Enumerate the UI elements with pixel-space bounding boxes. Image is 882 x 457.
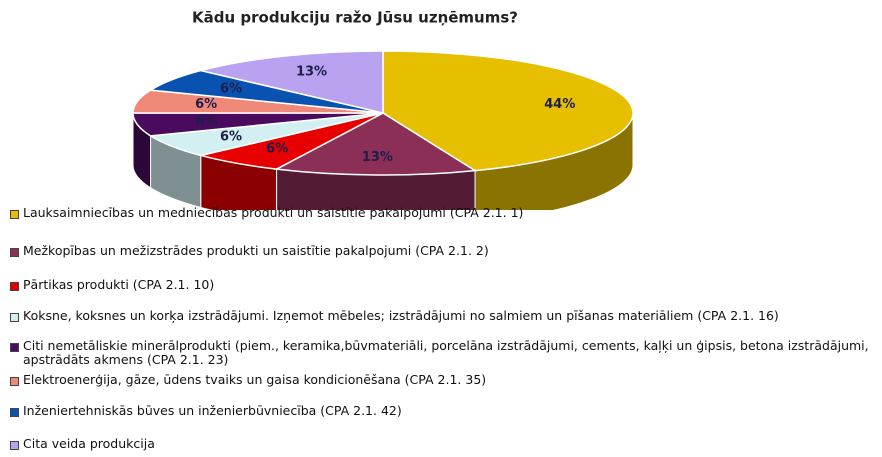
legend-label: Pārtikas produkti (CPA 2.1. 10): [23, 277, 215, 292]
legend-swatch: [10, 282, 19, 291]
legend-swatch: [10, 313, 19, 322]
legend-label: Inženiertehniskās būves un inženierbūvni…: [23, 403, 402, 418]
chart-title: Kādu produkciju ražo Jūsu uzņēmums?: [192, 9, 518, 27]
legend-label: Mežkopības un mežizstrādes produkti un s…: [23, 243, 489, 258]
legend-swatch: [10, 441, 19, 450]
legend-item: Cita veida produkcija: [10, 437, 878, 451]
data-label: 13%: [362, 150, 393, 165]
legend-item: Mežkopības un mežizstrādes produkti un s…: [10, 244, 878, 258]
legend-swatch: [10, 408, 19, 417]
legend-label: Koksne, koksnes un korķa izstrādājumi. I…: [23, 308, 779, 323]
legend-swatch: [10, 210, 19, 219]
legend: Lauksaimniecības un medniecības produkti…: [10, 206, 878, 451]
legend-label: Lauksaimniecības un medniecības produkti…: [23, 205, 524, 220]
slice: [382, 50, 634, 172]
legend-item: Koksne, koksnes un korķa izstrādājumi. I…: [10, 309, 878, 323]
legend-swatch: [10, 377, 19, 386]
legend-label: Citi nemetāliskie minerālprodukti (piem.…: [23, 338, 869, 367]
slice: [274, 112, 478, 176]
data-label: 6%: [266, 142, 288, 157]
legend-swatch: [10, 343, 19, 352]
legend-label: Elektroenerģija, gāze, ūdens tvaiks un g…: [23, 372, 487, 387]
legend-item: Elektroenerģija, gāze, ūdens tvaiks un g…: [10, 373, 878, 387]
legend-item: Inženiertehniskās būves un inženierbūvni…: [10, 404, 878, 418]
legend-item: Lauksaimniecības un medniecības produkti…: [10, 206, 878, 220]
legend-item: Pārtikas produkti (CPA 2.1. 10): [10, 278, 878, 292]
legend-item: Citi nemetāliskie minerālprodukti (piem.…: [10, 339, 878, 367]
legend-swatch: [10, 248, 19, 257]
data-label: 6%: [220, 129, 242, 144]
chart: Kādu produkciju ražo Jūsu uzņēmums? 44% 1…: [132, 9, 634, 210]
slice: [200, 50, 384, 114]
data-label: 6%: [220, 82, 242, 97]
data-label: 44%: [544, 97, 575, 112]
legend-label: Cita veida produkcija: [23, 436, 155, 451]
data-label: 6%: [195, 114, 217, 129]
data-label: 13%: [296, 65, 327, 80]
data-label: 6%: [195, 97, 217, 112]
